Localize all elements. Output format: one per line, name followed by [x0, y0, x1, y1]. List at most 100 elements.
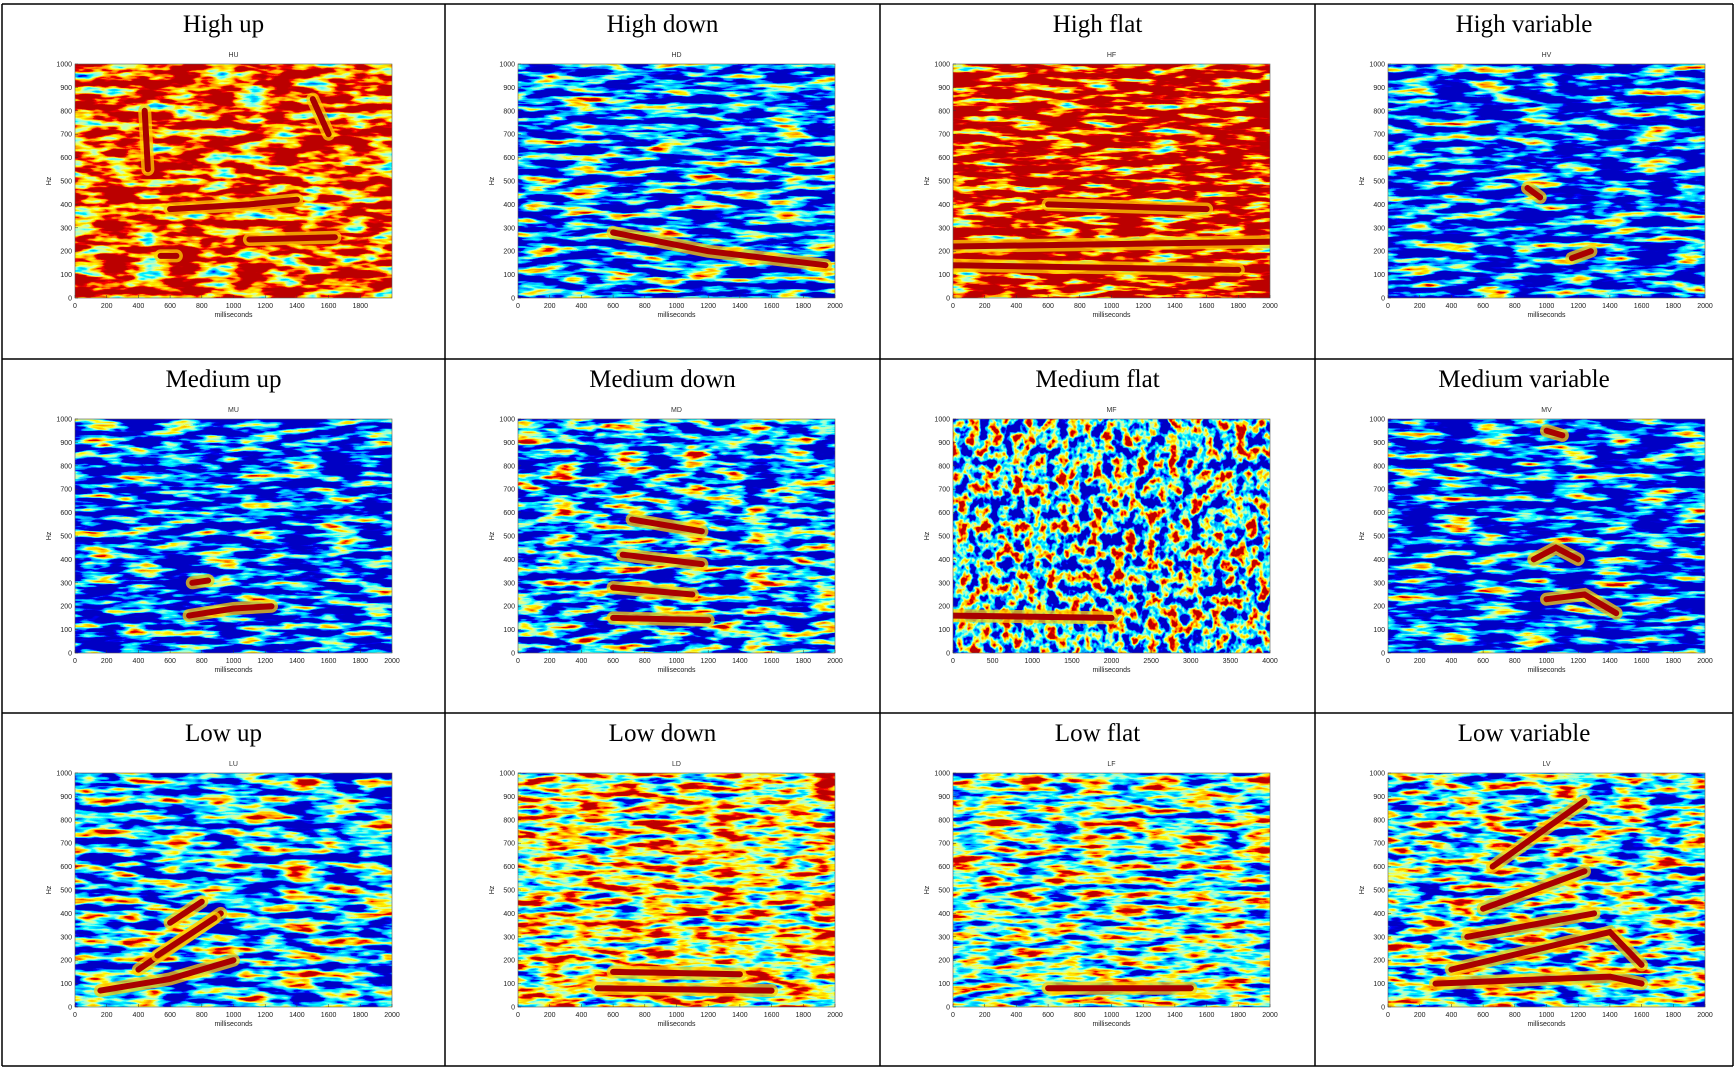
y-tick-label: 900 — [938, 794, 950, 801]
table-cell: High upHU0100200300400500600700800900100… — [46, 11, 392, 319]
y-axis-label: Hz — [489, 176, 496, 185]
x-tick-label: 800 — [639, 658, 651, 665]
y-tick-label: 1000 — [934, 62, 950, 69]
y-tick-label: 400 — [60, 202, 72, 209]
y-tick-label: 600 — [503, 155, 515, 162]
x-tick-label: 0 — [1386, 658, 1390, 665]
plot-title: LU — [229, 761, 238, 768]
y-tick-label: 0 — [511, 651, 515, 658]
y-axis-label: Hz — [924, 176, 931, 185]
x-tick-label: 200 — [1414, 303, 1426, 310]
x-tick-label: 200 — [979, 1012, 991, 1019]
x-axis-label: milliseconds — [1527, 667, 1566, 674]
y-tick-label: 300 — [503, 934, 515, 941]
cell-label: Medium up — [166, 366, 282, 393]
y-tick-label: 0 — [946, 296, 950, 303]
x-tick-label: 600 — [164, 303, 176, 310]
spectrogram-texture — [953, 773, 1270, 1007]
x-tick-label: 400 — [576, 658, 588, 665]
table-cell: Low flatLF010020030040050060070080090010… — [924, 720, 1278, 1028]
x-tick-label: 2000 — [1697, 303, 1713, 310]
y-tick-label: 300 — [1373, 934, 1385, 941]
y-tick-label: 300 — [938, 225, 950, 232]
y-tick-label: 100 — [938, 627, 950, 634]
y-tick-label: 700 — [1373, 841, 1385, 848]
y-tick-label: 600 — [1373, 510, 1385, 517]
x-tick-label: 1400 — [1167, 1012, 1183, 1019]
x-tick-label: 2000 — [384, 1012, 400, 1019]
x-tick-label: 1600 — [1199, 1012, 1215, 1019]
x-tick-label: 600 — [607, 1012, 619, 1019]
x-axis-label: milliseconds — [657, 1021, 696, 1028]
x-tick-label: 1200 — [1570, 1012, 1586, 1019]
spectrogram — [1388, 64, 1705, 298]
y-tick-label: 200 — [503, 604, 515, 611]
y-tick-label: 400 — [1373, 557, 1385, 564]
plot-title: LD — [672, 761, 681, 768]
plot-title: MD — [671, 407, 682, 414]
x-tick-label: 400 — [1011, 1012, 1023, 1019]
x-tick-label: 1800 — [353, 303, 369, 310]
y-tick-label: 200 — [938, 604, 950, 611]
x-tick-label: 1000 — [1539, 1012, 1555, 1019]
plot-title: HF — [1107, 52, 1116, 59]
x-tick-label: 1800 — [1666, 303, 1682, 310]
y-tick-label: 300 — [503, 225, 515, 232]
ridge — [613, 618, 708, 620]
x-tick-label: 1800 — [1231, 303, 1247, 310]
y-tick-label: 100 — [938, 981, 950, 988]
x-tick-label: 0 — [1386, 303, 1390, 310]
x-tick-label: 2000 — [827, 1012, 843, 1019]
table-cell: High flatHF01002003004005006007008009001… — [924, 11, 1278, 319]
y-tick-label: 700 — [938, 841, 950, 848]
x-tick-label: 600 — [1477, 303, 1489, 310]
y-tick-label: 900 — [938, 440, 950, 447]
cell-label: High variable — [1456, 11, 1593, 38]
y-tick-label: 800 — [503, 817, 515, 824]
table-cell: High variableHV0100200300400500600700800… — [1359, 11, 1713, 319]
y-tick-label: 700 — [938, 132, 950, 139]
x-tick-label: 1600 — [764, 303, 780, 310]
y-tick-label: 800 — [938, 463, 950, 470]
y-tick-label: 900 — [60, 440, 72, 447]
figure-table: High upHU0100200300400500600700800900100… — [0, 0, 1735, 1067]
ridge — [249, 237, 335, 239]
x-tick-label: 1200 — [257, 658, 273, 665]
x-tick-label: 2500 — [1143, 658, 1159, 665]
y-tick-label: 400 — [1373, 911, 1385, 918]
y-tick-label: 800 — [60, 108, 72, 115]
y-tick-label: 700 — [1373, 487, 1385, 494]
table-cell: Medium upMU01002003004005006007008009001… — [46, 366, 400, 674]
y-axis-label: Hz — [489, 885, 496, 894]
x-tick-label: 0 — [1386, 1012, 1390, 1019]
x-axis-label: milliseconds — [657, 312, 696, 319]
y-tick-label: 100 — [60, 627, 72, 634]
x-tick-label: 1200 — [700, 658, 716, 665]
spectrogram-texture — [1388, 419, 1705, 653]
x-tick-label: 1400 — [732, 303, 748, 310]
table-cell: Low upLU01002003004005006007008009001000… — [46, 720, 400, 1028]
x-tick-label: 1200 — [700, 1012, 716, 1019]
y-tick-label: 500 — [60, 888, 72, 895]
plot-title: HV — [1542, 52, 1552, 59]
table-cell: Medium downMD010020030040050060070080090… — [489, 366, 843, 674]
ridge — [597, 988, 771, 990]
y-tick-label: 1000 — [934, 771, 950, 778]
x-tick-label: 1000 — [669, 658, 685, 665]
y-tick-label: 400 — [60, 911, 72, 918]
x-tick-label: 1200 — [1135, 1012, 1151, 1019]
x-tick-label: 1800 — [1666, 658, 1682, 665]
x-tick-label: 800 — [1074, 303, 1086, 310]
y-tick-label: 0 — [1381, 1005, 1385, 1012]
y-tick-label: 600 — [503, 864, 515, 871]
y-tick-label: 1000 — [56, 62, 72, 69]
y-tick-label: 800 — [1373, 108, 1385, 115]
y-tick-label: 400 — [503, 911, 515, 918]
ridge — [192, 581, 208, 583]
x-tick-label: 400 — [1011, 303, 1023, 310]
x-tick-label: 1000 — [1539, 303, 1555, 310]
y-tick-label: 1000 — [499, 771, 515, 778]
y-axis-label: Hz — [1359, 531, 1366, 540]
x-tick-label: 1600 — [764, 1012, 780, 1019]
x-tick-label: 0 — [951, 303, 955, 310]
